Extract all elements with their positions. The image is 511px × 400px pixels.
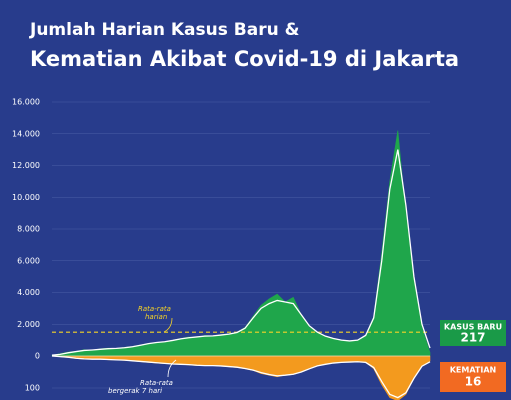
y-tick-label: 12.000 xyxy=(12,161,40,170)
chart-title: Jumlah Harian Kasus Baru & xyxy=(29,20,300,40)
annotation-arrow xyxy=(167,359,177,378)
moving-average-line xyxy=(51,149,431,356)
value-label: 16 xyxy=(465,375,482,389)
annotation-arrow xyxy=(163,317,173,333)
y-tick-label: 16.000 xyxy=(12,98,40,107)
moving-average-line xyxy=(51,355,431,399)
annotation: Rata-rata xyxy=(138,305,171,313)
legend-box xyxy=(440,362,506,392)
y-tick-label: 10.000 xyxy=(12,193,40,202)
legend-label: KASUS BARU xyxy=(444,323,502,332)
y-tick-label: 6.000 xyxy=(17,256,40,265)
y-tick-label: 2.000 xyxy=(17,320,40,329)
legend-box xyxy=(440,320,506,346)
y-tick-label: 8.000 xyxy=(17,225,40,234)
chart-title: Kematian Akibat Covid-19 di Jakarta xyxy=(30,47,459,71)
value-label: 217 xyxy=(460,331,485,345)
annotation: bergerak 7 hari xyxy=(108,387,162,395)
y-tick-label: 4.000 xyxy=(17,288,40,297)
legend-label: KEMATIAN xyxy=(450,366,497,375)
y-tick-label: 0 xyxy=(35,352,40,361)
y2-tick-label: 100 xyxy=(25,384,40,393)
annotation: Rata-rata xyxy=(140,379,173,387)
y-tick-label: 14.000 xyxy=(12,129,40,138)
annotation: harian xyxy=(145,313,167,321)
